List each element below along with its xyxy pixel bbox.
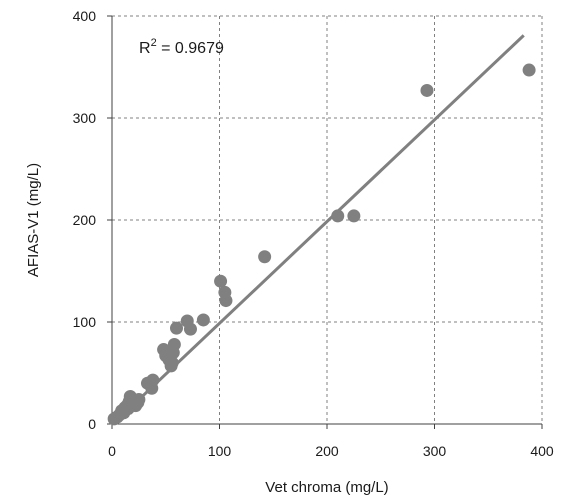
data-point: [258, 250, 272, 264]
y-axis-label: AFIAS-V1 (mg/L): [25, 163, 42, 277]
y-tick-label: 0: [88, 416, 96, 432]
data-point: [183, 322, 197, 336]
x-tick-label: 300: [423, 443, 447, 459]
tick-labels: 0 100 200 300 400 0 100 200 300 400: [73, 8, 554, 459]
y-tick-label: 200: [73, 212, 97, 228]
data-point: [167, 337, 181, 351]
r-squared-annotation: R2 = 0.9679: [139, 37, 224, 57]
trendline-layer: [114, 34, 525, 424]
data-point: [214, 274, 228, 288]
r-squared-superscript: 2: [151, 37, 157, 49]
y-tick-label: 400: [73, 8, 97, 24]
x-tick-label: 400: [530, 443, 554, 459]
x-tick-label: 200: [315, 443, 339, 459]
x-tick-label: 0: [108, 443, 116, 459]
data-point: [219, 294, 233, 308]
data-point: [196, 313, 210, 327]
data-point: [347, 209, 361, 223]
x-tick-label: 100: [208, 443, 232, 459]
r-squared-value: = 0.9679: [157, 40, 224, 57]
x-axis-label: Vet chroma (mg/L): [265, 479, 388, 496]
data-point: [170, 321, 183, 335]
y-tick-label: 300: [73, 110, 97, 126]
r-squared-label: R: [139, 40, 151, 57]
y-tick-label: 100: [73, 314, 97, 330]
trendline: [114, 34, 525, 424]
data-point: [522, 63, 536, 77]
data-point: [420, 83, 434, 97]
axes: [107, 15, 543, 429]
data-points: [107, 63, 536, 426]
